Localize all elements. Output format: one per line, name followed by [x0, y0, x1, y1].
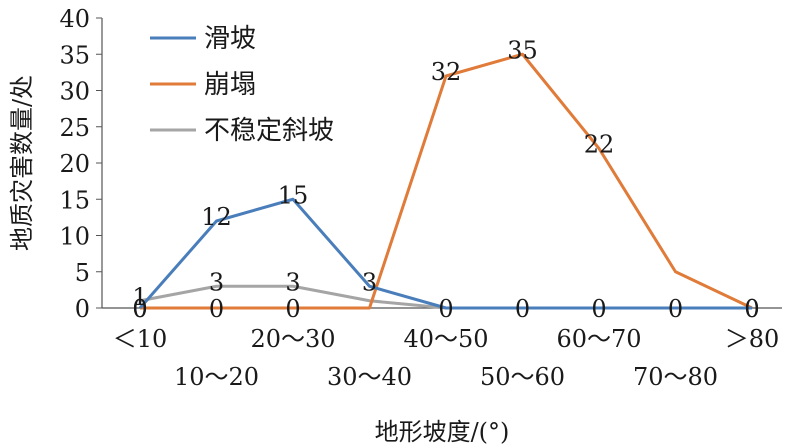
data-label: 0 [744, 295, 759, 323]
series-line-1 [140, 52, 753, 310]
data-label: 0 [591, 295, 606, 323]
data-label: 32 [431, 58, 462, 86]
data-label: 12 [201, 203, 232, 231]
x-tick-label: 40～50 [403, 325, 488, 353]
y-tick-label: 25 [59, 114, 90, 142]
data-label: 0 [668, 295, 683, 323]
series-layer [138, 52, 753, 310]
data-label: 0 [438, 295, 453, 323]
data-label: 0 [744, 295, 759, 323]
y-tick-label: 30 [59, 78, 90, 106]
data-label: 1 [132, 283, 147, 311]
legend-label-0: 滑坡 [204, 24, 256, 54]
y-tick-label: 15 [59, 186, 90, 214]
series-line-0 [138, 197, 752, 310]
y-tick-label: 0 [75, 295, 90, 323]
data-label: 15 [278, 181, 309, 209]
x-tick-label: ＞80 [725, 325, 780, 353]
legend-label-1: 崩塌 [204, 70, 256, 100]
data-label: 22 [584, 131, 615, 159]
y-tick-label: 35 [59, 41, 90, 69]
x-tick-label: 20～30 [250, 325, 335, 353]
x-tick-label: 70～80 [633, 363, 718, 391]
y-axis-label: 地质灾害数量/处 [8, 75, 36, 251]
y-tick-label: 5 [75, 259, 90, 287]
x-tick-label: 30～40 [327, 363, 412, 391]
data-label: 3 [362, 268, 377, 296]
data-label: 35 [507, 36, 538, 64]
y-ticks: 0 5 10 15 20 25 30 35 40 [59, 5, 102, 323]
data-label: 0 [515, 295, 530, 323]
data-label: 0 [209, 295, 224, 323]
y-tick-label: 10 [59, 223, 90, 251]
data-label: 0 [132, 295, 147, 323]
data-label: 0 [132, 295, 147, 323]
x-tick-label: 60～70 [556, 325, 641, 353]
legend-label-2: 不稳定斜坡 [204, 116, 334, 146]
x-tick-label: 50～60 [480, 363, 565, 391]
data-label: 3 [209, 268, 224, 296]
y-tick-label: 40 [59, 5, 90, 33]
data-label: 3 [285, 268, 300, 296]
x-tick-label: ＜10 [113, 325, 168, 353]
x-axis-label: 地形坡度/(°) [375, 418, 510, 446]
y-tick-label: 20 [59, 150, 90, 178]
x-tick-label: 10～20 [174, 363, 259, 391]
data-label: 0 [285, 295, 300, 323]
